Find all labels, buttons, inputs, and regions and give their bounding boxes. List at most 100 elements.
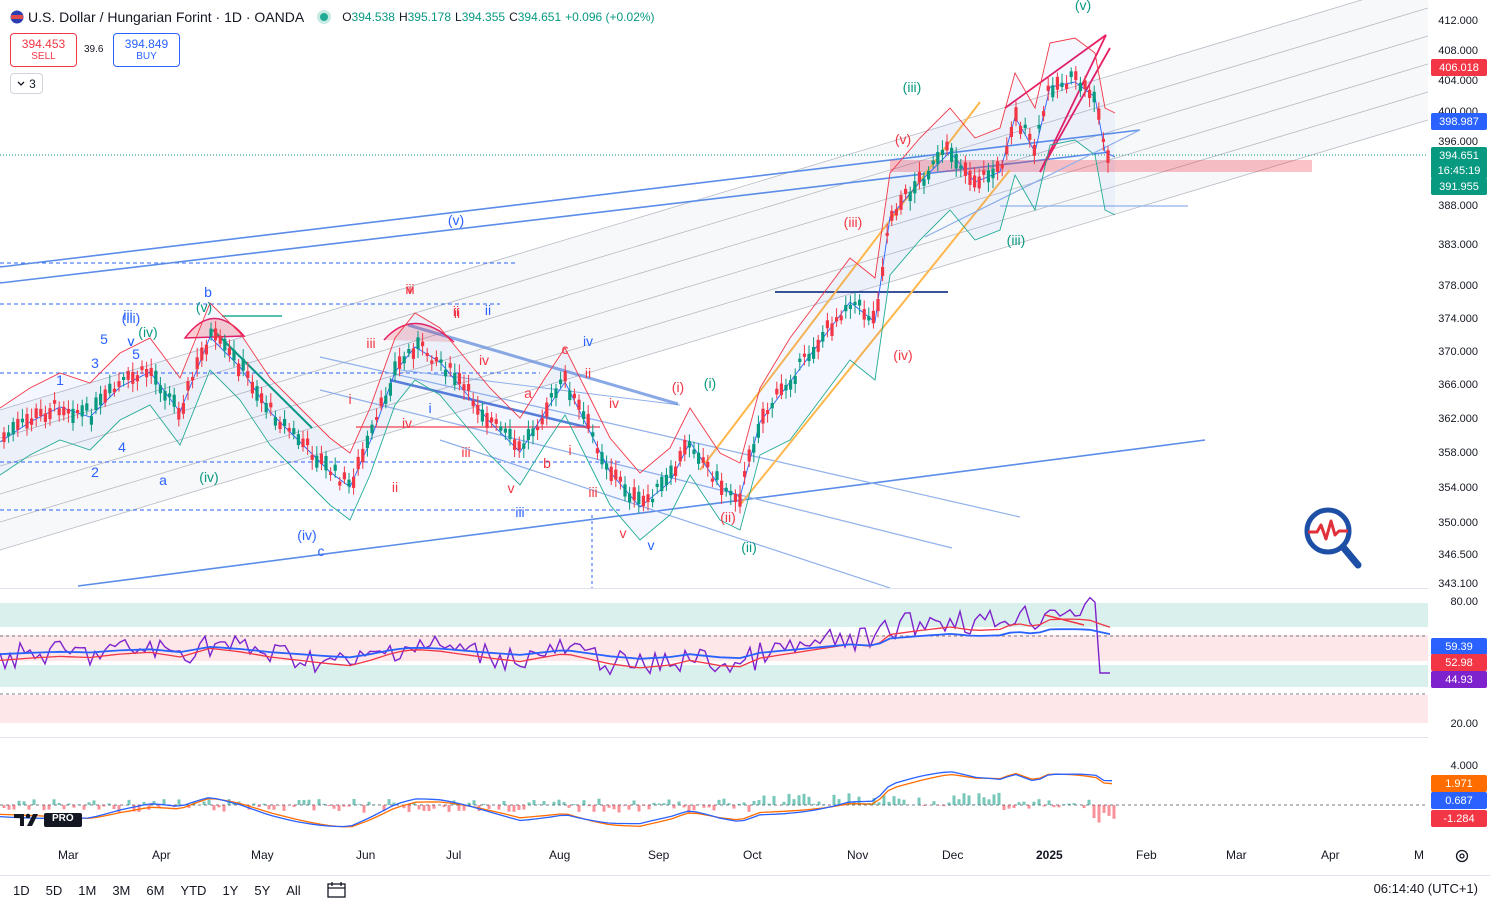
- macd-histogram-bar: [127, 799, 131, 805]
- candle-body: [149, 367, 153, 377]
- wave-label: ii: [585, 365, 591, 381]
- macd-histogram-bar: [57, 802, 61, 805]
- buy-button[interactable]: 394.849 BUY: [113, 33, 180, 67]
- pane-separator[interactable]: [0, 737, 1428, 738]
- candle-body: [977, 176, 981, 189]
- range-5d[interactable]: 5D: [45, 882, 63, 898]
- indicators-collapse-button[interactable]: 3: [10, 73, 43, 94]
- candle-body: [545, 402, 549, 417]
- macd-histogram-bar: [497, 805, 501, 810]
- channel-line: [0, 35, 1428, 467]
- wave-label: i: [568, 442, 571, 458]
- range-3m[interactable]: 3M: [112, 882, 131, 898]
- macd-histogram-bar: [562, 802, 566, 805]
- wave-label: a: [159, 472, 167, 488]
- range-6m[interactable]: 6M: [146, 882, 165, 898]
- magnifier-pulse-icon[interactable]: [1302, 505, 1364, 575]
- range-ytd[interactable]: YTD: [180, 882, 207, 898]
- macd-histogram-bar: [417, 805, 421, 810]
- macd-histogram-bar: [322, 803, 326, 805]
- price-chart-pane[interactable]: (v)(iii)(v)(iii)(iv)(iv)(v) (iii)(iii)b(v…: [0, 0, 1428, 588]
- calendar-range-icon[interactable]: [326, 881, 348, 899]
- wave-label: 2: [91, 464, 99, 480]
- macd-histogram-bar: [1067, 803, 1071, 805]
- candle-body: [724, 487, 728, 492]
- macd-histogram-bar: [117, 805, 121, 813]
- candle-body: [292, 428, 296, 435]
- bollinger-upper: [0, 37, 1116, 474]
- macd-histogram-bar: [297, 800, 301, 805]
- macd-histogram-bar: [152, 800, 156, 805]
- candle-body: [968, 170, 972, 185]
- wave-label: 5: [100, 331, 108, 347]
- macd-histogram-bar: [1047, 800, 1051, 805]
- macd-histogram-bar: [752, 800, 756, 805]
- macd-histogram-bar: [2, 805, 6, 808]
- macd-histogram-bar: [1102, 805, 1106, 813]
- candle-body: [770, 402, 774, 409]
- macd-histogram-bar: [1042, 805, 1046, 807]
- pane-separator[interactable]: [0, 588, 1428, 589]
- range-1m[interactable]: 1M: [78, 882, 97, 898]
- macd-histogram-bar: [262, 803, 266, 805]
- time-tick-label: May: [251, 848, 274, 862]
- candle-body: [94, 397, 98, 411]
- candle-body: [1101, 138, 1105, 142]
- macd-histogram-bar: [537, 804, 541, 805]
- range-1y[interactable]: 1Y: [222, 882, 239, 898]
- macd-pane[interactable]: [0, 738, 1428, 838]
- candle-body: [1092, 91, 1096, 103]
- macd-histogram-bar: [647, 805, 651, 810]
- candle-body: [278, 421, 282, 430]
- candle-body: [296, 434, 300, 446]
- candle-body: [1083, 80, 1087, 90]
- macd-histogram-bar: [317, 799, 321, 805]
- range-all[interactable]: All: [286, 882, 301, 898]
- tradingview-logo-icon[interactable]: PRO: [14, 812, 84, 828]
- wave-label: iii: [123, 307, 132, 323]
- symbol-title[interactable]: U.S. Dollar / Hungarian Forint · 1D · OA…: [28, 9, 305, 25]
- macd-histogram-bar: [7, 805, 11, 810]
- candle-body: [425, 352, 429, 357]
- macd-histogram-bar: [767, 803, 771, 805]
- candle-body: [204, 344, 208, 355]
- price-tick-label: 388.000: [1438, 200, 1478, 212]
- candle-body: [494, 419, 498, 424]
- macd-histogram-bar: [597, 798, 601, 805]
- macd-histogram-bar: [72, 805, 76, 808]
- candle-body: [30, 418, 34, 425]
- last-price-tag: 394.651: [1431, 147, 1487, 164]
- macd-histogram-bar: [342, 805, 346, 807]
- settings-gear-icon[interactable]: [1454, 848, 1470, 864]
- candle-body: [508, 428, 512, 440]
- rsi-pane[interactable]: [0, 589, 1428, 737]
- price-tick-label: 408.000: [1438, 45, 1478, 57]
- range-5y[interactable]: 5Y: [254, 882, 271, 898]
- candle-body: [894, 209, 898, 216]
- macd-histogram-bar: [817, 801, 821, 805]
- clock-timezone[interactable]: 06:14:40 (UTC+1): [1373, 881, 1478, 896]
- macd-histogram-bar: [782, 801, 786, 805]
- spread-value: 39.6: [84, 44, 104, 55]
- candle-body: [342, 472, 346, 480]
- candle-body: [1009, 126, 1013, 138]
- candle-body: [522, 443, 526, 449]
- candle-body: [356, 456, 360, 470]
- sell-button[interactable]: 394.453 SELL: [10, 33, 77, 67]
- range-1d[interactable]: 1D: [13, 882, 30, 898]
- macd-histogram-bar: [327, 805, 331, 807]
- macd-histogram-bar: [1037, 799, 1041, 805]
- macd-histogram-bar: [402, 805, 406, 809]
- candle-body: [480, 409, 484, 422]
- candle-body: [959, 165, 963, 169]
- macd-histogram-bar: [677, 801, 681, 805]
- wave-label: iv: [402, 415, 412, 431]
- price-tick-label: 343.100: [1438, 578, 1478, 590]
- macd-histogram-bar: [822, 804, 826, 805]
- candle-body: [927, 170, 931, 180]
- candle-body: [720, 480, 724, 495]
- candle-body: [89, 416, 93, 425]
- macd-histogram-bar: [512, 805, 516, 812]
- candle-body: [99, 393, 103, 406]
- macd-histogram-bar: [187, 805, 191, 809]
